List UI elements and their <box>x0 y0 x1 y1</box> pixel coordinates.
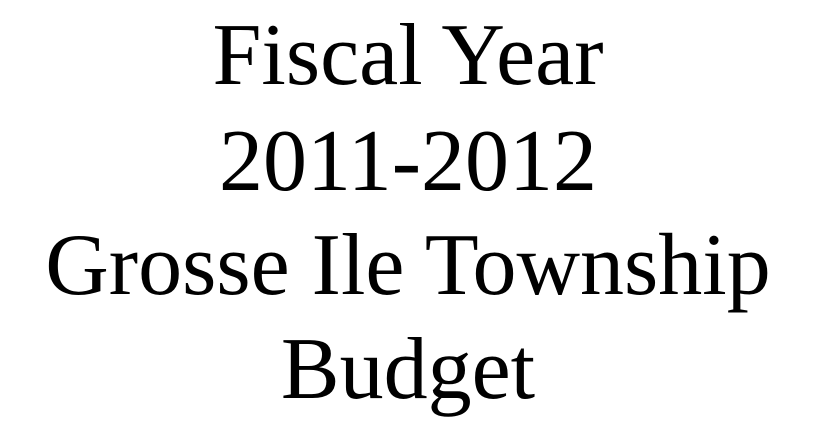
title-line-fiscal-year: Fiscal Year <box>212 7 604 104</box>
title-line-year-range: 2011-2012 <box>218 113 598 210</box>
title-line-township: Grosse Ile Township <box>45 217 771 314</box>
title-line-budget: Budget <box>280 321 536 418</box>
